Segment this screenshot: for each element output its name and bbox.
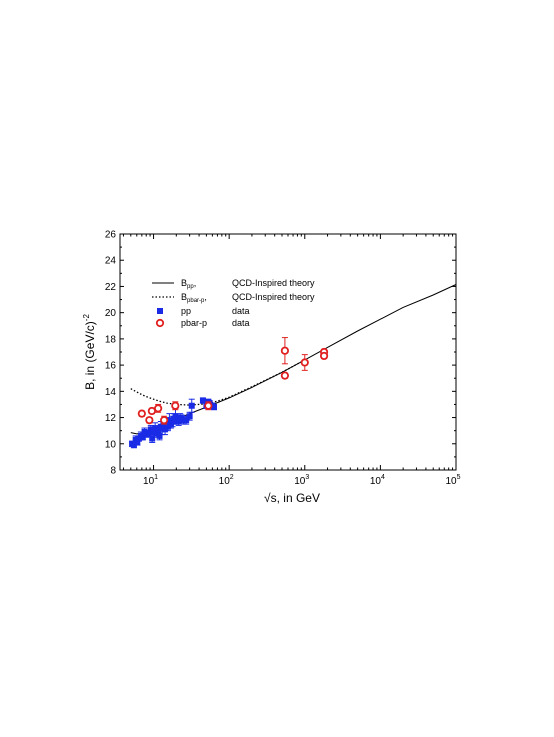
pbar-p-data-point [319,351,329,361]
y-tick-label: 10 [105,439,117,450]
pp-data-point [210,404,217,411]
legend-label-separator: , [194,278,197,288]
legend-label-main: pbar-p [181,318,207,328]
x-tick-label-exponent: 4 [381,474,385,481]
y-tick-label: 12 [105,413,117,424]
theory-curves [130,284,457,435]
legend-label-main: pp [181,306,191,316]
legend-label: pp [181,306,191,316]
x-tick-label: 102 [219,474,234,487]
pbar-p-data-point [280,346,290,355]
y-axis-ticks: 8 10 12 14 16 18 20 22 24 26 [105,230,456,477]
x-tick-label-exponent: 2 [230,474,234,481]
y-axis-title-text: B, in (GeV/c) [83,321,97,390]
pbar-p-data-point [300,358,309,367]
pp-data-point [156,432,163,439]
x-tick-label-base: 10 [219,476,231,487]
legend-circle-symbol [155,318,165,328]
y-tick-label: 14 [105,387,117,398]
legend-label-main: B [181,292,187,302]
legend-label-main: B [181,278,187,288]
pbar-p-data-point [171,401,180,410]
pp-data-point [155,427,162,434]
y-tick-label: 22 [105,282,117,293]
pbar-p-theory-curve [130,359,306,406]
data-points [129,337,329,449]
legend-description: data [232,318,250,328]
x-tick-label-base: 10 [143,476,155,487]
x-tick-label-base: 10 [445,476,457,487]
x-tick-label-base: 10 [294,476,306,487]
x-axis-title-text: s, in GeV [271,491,320,505]
legend: Bpp, QCD-Inspired theory Bpbar-p, QCD-Inspi… [152,278,315,328]
x-axis-title: √s, in GeV [264,491,320,505]
y-axis-title-exponent: -2 [82,314,91,322]
legend-square-symbol [157,308,163,314]
sqrt-symbol: √ [264,491,271,505]
x-tick-label-exponent: 1 [154,474,158,481]
pp-data-point [183,417,190,424]
y-tick-label: 20 [105,308,117,319]
legend-label-separator: , [204,292,207,302]
pbar-p-data-point [137,409,146,418]
legend-label-subscript: pbar-p [187,298,205,304]
pbar-p-data-point [160,416,169,425]
pp-data-point [149,435,156,442]
pbar-p-data-point [280,371,290,380]
pp-data-point [188,402,195,409]
x-axis-ticks: 101 102 103 104 105 [122,234,461,487]
pp-data-point [139,434,146,441]
x-tick-label-exponent: 3 [305,474,309,481]
legend-label: Bpp, [181,278,196,290]
legend-description: QCD-Inspired theory [232,278,315,288]
y-tick-label: 8 [110,466,116,477]
legend-label: pbar-p [181,318,207,328]
y-tick-label: 16 [105,361,117,372]
x-tick-label: 105 [445,474,460,487]
pbar-p-data-point [204,401,213,410]
pp-theory-curve [130,284,457,435]
y-tick-label: 18 [105,334,117,345]
x-tick-label: 103 [294,474,309,487]
pp-data-point [150,428,157,435]
legend-description: data [232,306,250,316]
legend-label-subscript: pp [187,284,194,290]
y-tick-label: 26 [105,230,117,241]
pbar-p-data-point [154,404,163,413]
pp-data-point [186,413,193,420]
x-tick-label-base: 10 [370,476,382,487]
pp-data-point [134,439,141,446]
x-tick-label: 101 [143,474,158,487]
legend-label: Bpbar-p, [181,292,207,304]
x-tick-label: 104 [370,474,385,487]
pp-data-point [199,397,206,404]
y-tick-label: 24 [105,256,117,267]
pp-data-point [130,442,137,449]
legend-description: QCD-Inspired theory [232,292,315,302]
pbar-p-data-point [145,416,154,425]
y-axis-title: B, in (GeV/c)-2 [82,314,97,390]
x-tick-label-exponent: 5 [457,474,461,481]
